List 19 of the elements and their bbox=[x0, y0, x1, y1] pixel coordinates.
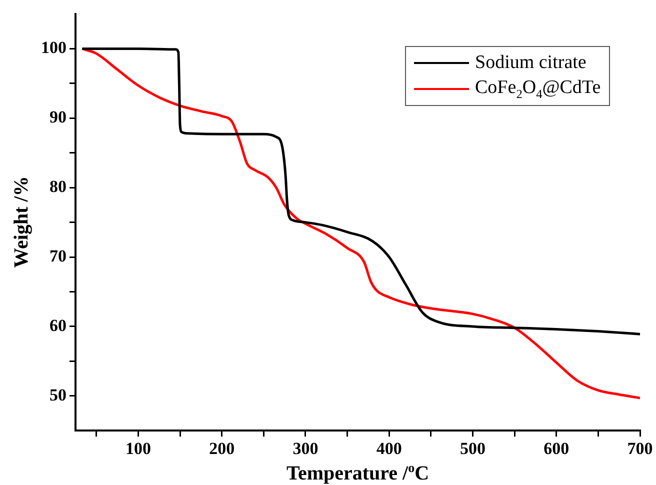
y-tick-label: 80 bbox=[50, 176, 66, 196]
x-tick-label: 600 bbox=[544, 439, 570, 458]
x-tick-label: 400 bbox=[376, 439, 402, 458]
x-tick-label: 700 bbox=[627, 439, 653, 458]
y-tick-label: 100 bbox=[41, 38, 66, 58]
x-axis-title: Temperature /$^{o}$C bbox=[286, 460, 430, 485]
y-tick-label: 60 bbox=[50, 316, 66, 335]
line-series bbox=[80, 47, 640, 400]
legend-label: Sodium citrate bbox=[475, 52, 586, 74]
legend-label: CoFe$_{2}$O$_{4}$@CdTe bbox=[475, 76, 601, 102]
y-tick-label: 50 bbox=[50, 385, 66, 404]
x-tick-label: 100 bbox=[125, 439, 151, 458]
y-axis-title: Weight /% bbox=[10, 176, 34, 268]
x-tick-label: 200 bbox=[209, 439, 235, 458]
x-tick-label: 500 bbox=[460, 439, 486, 458]
x-tick-label: 300 bbox=[292, 439, 318, 458]
y-tick-label: 90 bbox=[50, 108, 66, 127]
y-tick-label: 70 bbox=[50, 246, 66, 266]
line-series bbox=[80, 47, 640, 336]
